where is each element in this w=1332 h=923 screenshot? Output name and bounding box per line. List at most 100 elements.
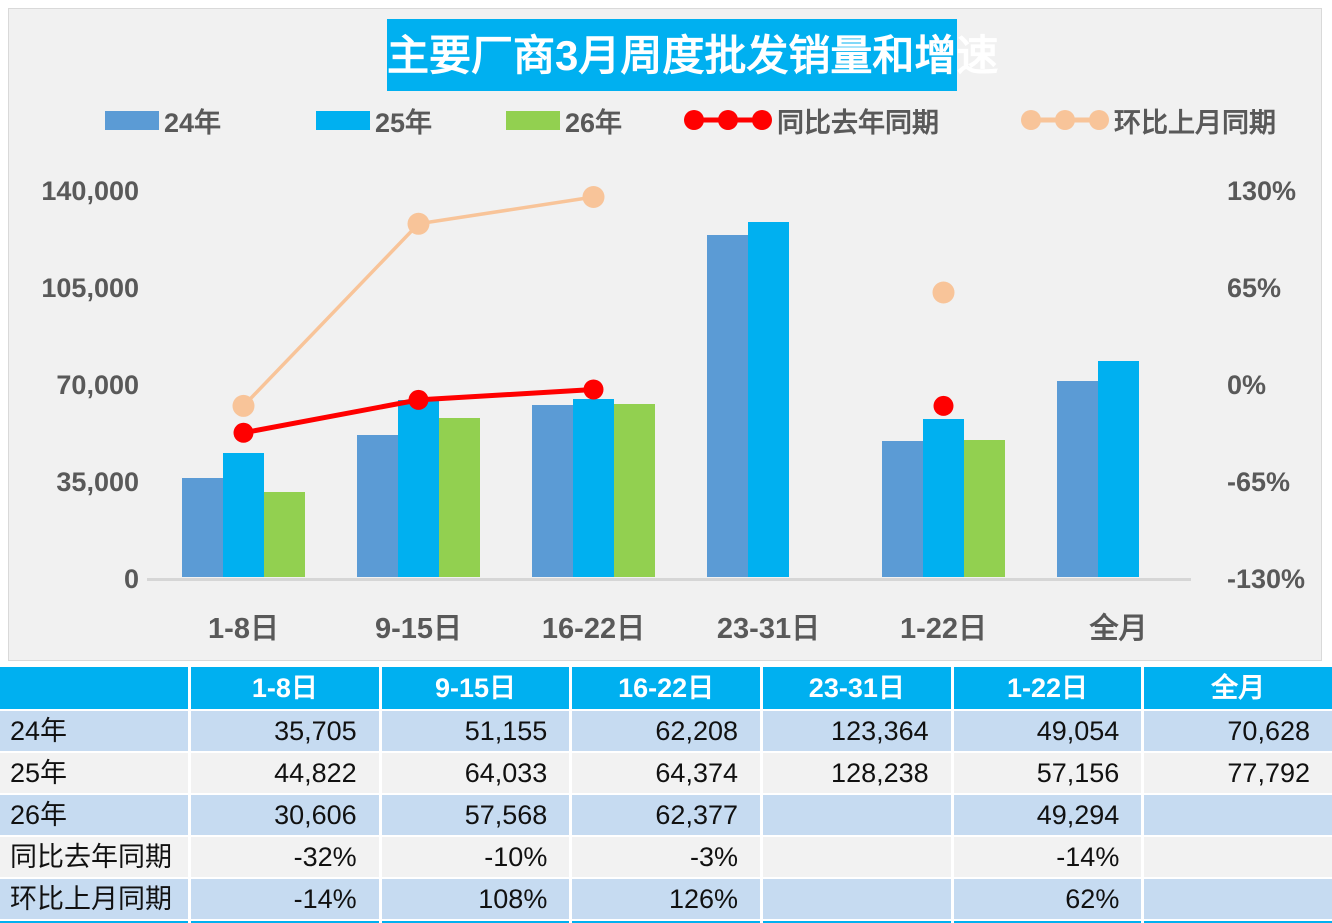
bar-group-全月 — [1057, 361, 1180, 577]
table-cell: 51,155 — [381, 711, 570, 751]
bar-24年-1-8日 — [182, 478, 223, 577]
table-bottom-strip-cell — [572, 921, 760, 923]
table-bottom-strip-cell — [1144, 921, 1332, 923]
marker-环比上月同期-16-22日 — [582, 186, 605, 208]
bar-25年-全月 — [1098, 361, 1139, 577]
table-cell: -10% — [381, 837, 570, 877]
table-header-9-15日: 9-15日 — [381, 667, 570, 709]
category-label-全月: 全月 — [1089, 613, 1148, 645]
bar-26年-1-22日 — [964, 440, 1005, 577]
legend-label: 同比去年同期 — [777, 107, 939, 138]
table-cell: 49,294 — [953, 795, 1142, 835]
data-table: 1-8日 9-15日 16-22日 23-31日 1-22日 全月 24年 35,705 51,… — [0, 667, 1332, 923]
bar-group-16-22日 — [532, 398, 655, 577]
category-label-23-31日: 23-31日 — [716, 613, 821, 645]
marker-环比上月同期-9-15日 — [407, 212, 430, 235]
bar-group-23-31日 — [707, 221, 830, 577]
marker-同比去年同期-16-22日 — [583, 379, 604, 400]
chart-title: 主要厂商3月周度批发销量和增速 — [387, 19, 998, 91]
table-cell: 62,377 — [572, 795, 760, 835]
table-cell: 123,364 — [763, 711, 951, 751]
marker-同比去年同期-1-8日 — [233, 422, 254, 443]
chart-panel: 主要厂商3月周度批发销量和增速 24年 25年 26年 同比去年同期 环比上月同期 140… — [8, 8, 1322, 661]
table-row-label-25年: 25年 — [0, 753, 188, 793]
table-cell — [763, 837, 951, 877]
bar-24年-1-22日 — [882, 441, 923, 577]
table-cell: 126% — [572, 879, 760, 919]
bar-25年-1-8日 — [223, 452, 264, 577]
table-cell — [1144, 837, 1332, 877]
table-bottom-strip-cell — [953, 921, 1142, 923]
table-bottom-strip-cell — [763, 921, 951, 923]
legend-label: 24年 — [164, 107, 222, 138]
table-row-label-环比上月同期: 环比上月同期 — [0, 879, 188, 919]
line-环比上月同期 — [242, 195, 594, 408]
table-cell: 57,156 — [953, 753, 1142, 793]
table-cell: 44,822 — [191, 753, 379, 793]
left-axis-tick: 105,000 — [41, 273, 139, 303]
right-axis-tick: -130% — [1227, 564, 1306, 594]
table-cell: 62,208 — [572, 711, 760, 751]
table-header-16-22日: 16-22日 — [572, 667, 760, 709]
table-row-label-同比去年同期: 同比去年同期 — [0, 837, 188, 877]
bar-group-1-8日 — [182, 452, 305, 577]
table-cell: 77,792 — [1144, 753, 1332, 793]
left-axis-tick: 140,000 — [41, 176, 139, 206]
right-axis-tick: -65% — [1227, 467, 1291, 497]
left-axis-tick: 70,000 — [56, 370, 139, 400]
category-label-1-8日: 1-8日 — [208, 613, 279, 645]
legend-item-25年: 25年 — [316, 106, 432, 138]
legend-line-marker-icon — [684, 110, 772, 130]
legend-line-marker-icon — [1021, 110, 1109, 130]
bar-25年-16-22日 — [573, 398, 614, 577]
table-cell: -14% — [953, 837, 1142, 877]
table-header-1-22日: 1-22日 — [953, 667, 1142, 709]
bar-24年-9-15日 — [357, 435, 398, 577]
table-header-1-8日: 1-8日 — [191, 667, 379, 709]
bar-24年-16-22日 — [532, 404, 573, 577]
right-axis-tick: 0% — [1227, 370, 1267, 400]
table-cell: 49,054 — [953, 711, 1142, 751]
bar-25年-23-31日 — [748, 221, 789, 577]
bar-25年-1-22日 — [923, 418, 964, 577]
category-label-16-22日: 16-22日 — [541, 613, 646, 645]
table-bottom-strip-cell — [0, 921, 188, 923]
table-cell — [763, 795, 951, 835]
table-cell — [763, 879, 951, 919]
table-cell — [1144, 795, 1332, 835]
bar-group-1-22日 — [882, 418, 1005, 577]
table-row-label-24年: 24年 — [0, 711, 188, 751]
table-header-全月: 全月 — [1144, 667, 1332, 709]
table-cell: 30,606 — [191, 795, 379, 835]
table-bottom-strip-cell — [191, 921, 379, 923]
legend-item-24年: 24年 — [105, 106, 221, 138]
legend-label: 环比上月同期 — [1114, 107, 1276, 138]
table-cell: 57,568 — [381, 795, 570, 835]
bar-25年-9-15日 — [398, 399, 439, 577]
right-axis-tick: 65% — [1227, 273, 1282, 303]
table-cell: 64,374 — [572, 753, 760, 793]
bar-24年-23-31日 — [707, 235, 748, 577]
table-cell: -3% — [572, 837, 760, 877]
bar-26年-16-22日 — [614, 404, 655, 577]
table-corner-cell — [0, 667, 188, 709]
left-axis-tick: 35,000 — [56, 467, 139, 497]
table-cell: -32% — [191, 837, 379, 877]
bar-group-9-15日 — [357, 399, 480, 577]
table-cell: 64,033 — [381, 753, 570, 793]
marker-环比上月同期-1-8日 — [232, 394, 255, 417]
table-cell — [1144, 879, 1332, 919]
table-cell: 62% — [953, 879, 1142, 919]
x-axis-line — [147, 578, 1191, 581]
marker-同比去年同期-1-22日 — [933, 395, 954, 416]
legend-swatch-icon — [316, 110, 370, 130]
left-axis-tick: 0 — [123, 564, 139, 594]
legend-item-26年: 26年 — [506, 106, 622, 138]
table-cell: 108% — [381, 879, 570, 919]
bar-26年-1-8日 — [264, 492, 305, 577]
category-label-9-15日: 9-15日 — [374, 613, 463, 645]
legend-swatch-icon — [105, 110, 159, 130]
marker-环比上月同期-1-22日 — [932, 281, 955, 304]
legend-item-同比去年同期: 同比去年同期 — [684, 106, 939, 138]
table-cell: 35,705 — [191, 711, 379, 751]
